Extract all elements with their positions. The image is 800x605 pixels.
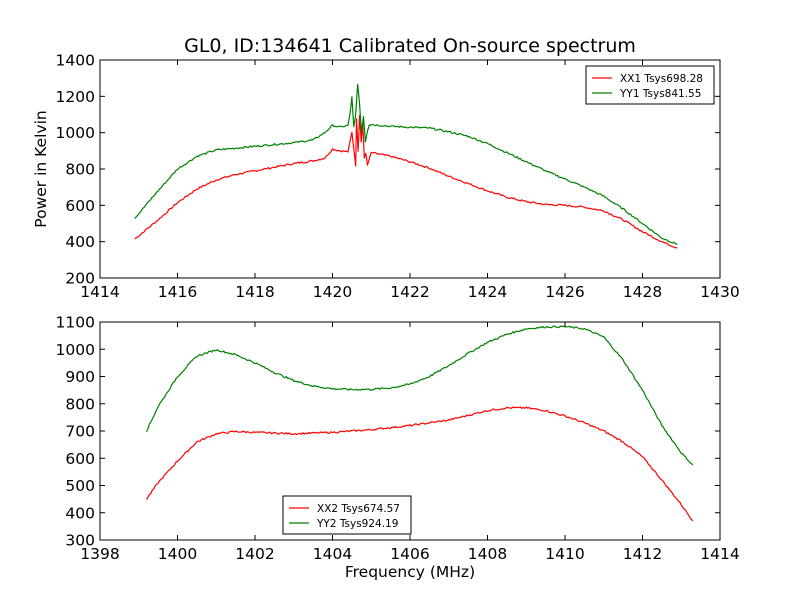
bottom-x-tick-label: 1410 (545, 545, 584, 563)
top-y-tick-label: 1400 (56, 52, 95, 70)
top-series-yy-line (134, 83, 678, 245)
top-x-tick-label: 1414 (80, 283, 119, 301)
top-y-tick-label: 1200 (56, 88, 95, 106)
bottom-y-tick-label: 300 (65, 532, 95, 550)
top-legend-label-yy: YY1 Tsys841.55 (619, 88, 701, 100)
top-x-tick-label: 1430 (700, 283, 739, 301)
top-y-tick-label: 200 (65, 270, 95, 288)
bottom-y-tick-label: 400 (65, 504, 95, 522)
bottom-legend: XX2 Tsys674.57 YY2 Tsys924.19 (282, 495, 412, 535)
bottom-x-tick-label: 1398 (80, 545, 119, 563)
top-series-xx-line (134, 114, 678, 249)
bottom-y-tick-label: 600 (65, 450, 95, 468)
top-legend: XX1 Tsys698.28 YY1 Tsys841.55 (585, 65, 715, 105)
bottom-legend-box (282, 495, 412, 535)
top-plot: 1414 1416 1418 1420 1422 1424 1426 1428 1430 200 4… (32, 52, 740, 302)
bottom-x-tick-label: 1406 (390, 545, 429, 563)
bottom-y-tick-label: 900 (65, 368, 95, 386)
top-x-tick-label: 1426 (545, 283, 584, 301)
bottom-x-tick-label: 1400 (158, 545, 197, 563)
top-y-tick-label: 400 (65, 233, 95, 251)
bottom-x-tick-label: 1414 (700, 545, 739, 563)
bottom-x-tick-label: 1412 (623, 545, 662, 563)
top-legend-box (585, 65, 715, 105)
bottom-x-tick-label: 1404 (313, 545, 352, 563)
top-x-tick-label: 1416 (158, 283, 197, 301)
bottom-plot: 1398 1400 1402 1404 1406 1408 1410 1412 1414 300 4… (56, 314, 740, 582)
top-legend-label-xx: XX1 Tsys698.28 (620, 73, 703, 85)
bottom-x-axis-label: Frequency (MHz) (345, 563, 475, 581)
bottom-series-yy-line (145, 325, 694, 466)
top-x-tick-label: 1424 (468, 283, 507, 301)
top-x-tick-label: 1420 (313, 283, 352, 301)
top-x-tick-label: 1418 (235, 283, 274, 301)
bottom-y-tick-label: 1000 (56, 341, 95, 359)
bottom-x-tick-label: 1402 (235, 545, 274, 563)
top-y-tick-label: 800 (65, 161, 95, 179)
top-y-tick-label: 1000 (56, 124, 95, 142)
top-y-axis-label: Power in Kelvin (32, 110, 50, 227)
bottom-series-xx-line (145, 406, 694, 522)
top-y-tick-label: 600 (65, 197, 95, 215)
bottom-y-tick-label: 1100 (56, 314, 95, 332)
bottom-y-tick-label: 500 (65, 477, 95, 495)
bottom-legend-label-yy: YY2 Tsys924.19 (316, 518, 398, 530)
bottom-y-tick-label: 800 (65, 395, 95, 413)
chart-title: GL0, ID:134641 Calibrated On-source spec… (184, 35, 636, 57)
top-x-tick-label: 1422 (390, 283, 429, 301)
top-x-tick-label: 1428 (623, 283, 662, 301)
bottom-x-tick-label: 1408 (468, 545, 507, 563)
bottom-y-tick-label: 700 (65, 423, 95, 441)
bottom-legend-label-xx: XX2 Tsys674.57 (317, 503, 400, 515)
